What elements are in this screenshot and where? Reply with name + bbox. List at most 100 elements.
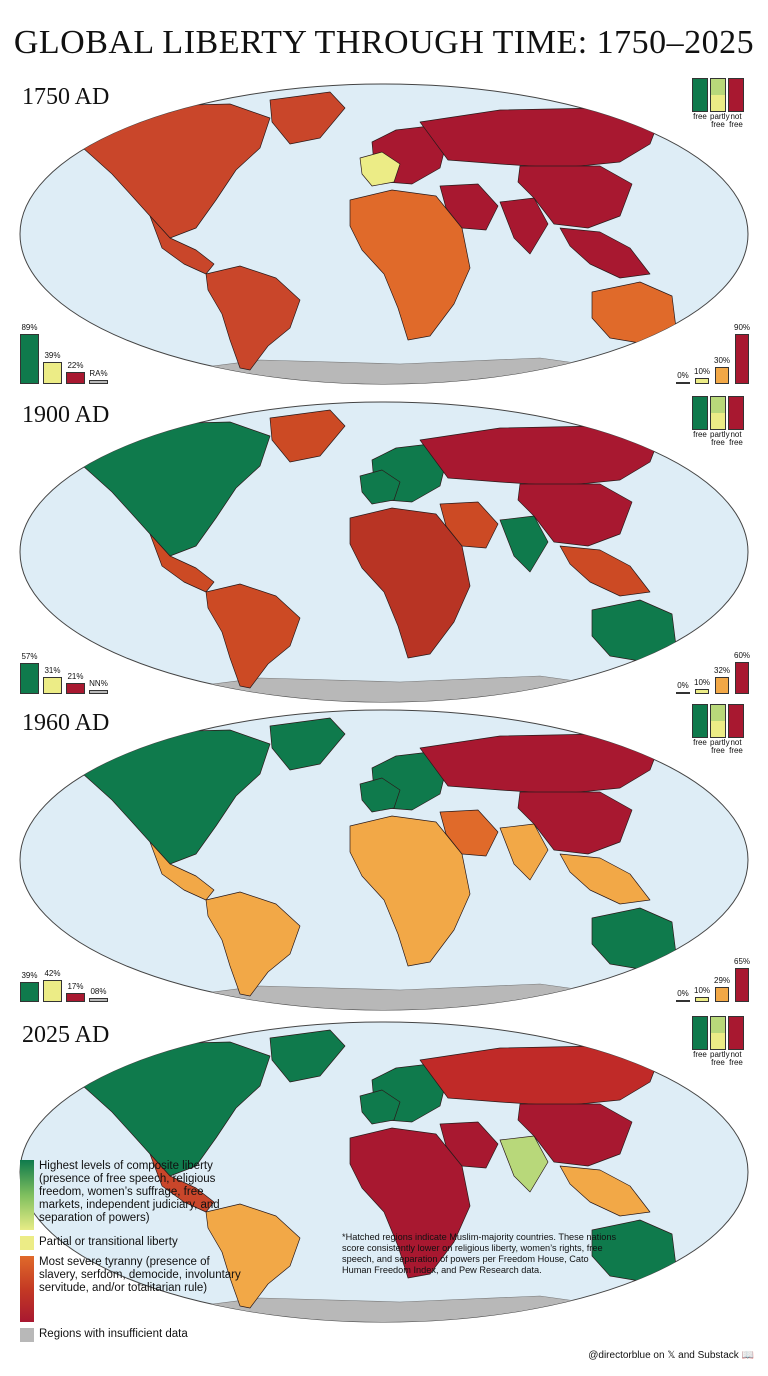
bar xyxy=(676,692,690,694)
region-africa xyxy=(349,815,471,967)
region-east-asia xyxy=(517,483,633,547)
bar-group: 0% xyxy=(676,372,690,384)
bar-group: 10% xyxy=(694,986,710,1002)
status-key: free partly free not free xyxy=(692,704,748,755)
swatch-not-free xyxy=(728,704,744,738)
bar-value-label: 08% xyxy=(90,986,107,996)
bar-group: 22% xyxy=(66,360,85,384)
swatch-partly-free xyxy=(710,704,726,738)
bar xyxy=(695,688,709,694)
legend-item-free: Highest levels of composite liberty (pre… xyxy=(20,1160,250,1230)
bar xyxy=(715,676,730,694)
bar-value-label: 29% xyxy=(714,975,731,985)
map-panel-1960: 1960 AD free partly free not free 39% 42% 17… xyxy=(0,704,768,1014)
region-north-america xyxy=(69,421,271,557)
bar-group: 30% xyxy=(714,357,730,384)
status-key-labels: free partly free not free xyxy=(692,1051,748,1067)
bar-value-label: 10% xyxy=(694,367,711,377)
world-map-1960 xyxy=(19,709,749,1011)
swatch-partly-free xyxy=(710,78,726,112)
region-western-europe xyxy=(359,1089,401,1125)
status-key: free partly free not free xyxy=(692,1016,748,1067)
label-not-free: not free xyxy=(729,430,743,447)
bar-value-label: NN% xyxy=(89,678,108,688)
world-map-2025 xyxy=(19,1021,749,1323)
label-not-free: not free xyxy=(729,112,743,129)
label-not-free: not free xyxy=(729,1050,743,1067)
bar xyxy=(735,661,750,694)
right-bar-chart: 0% 10% 30% 90% xyxy=(676,318,750,384)
region-south-america xyxy=(205,583,301,689)
bar xyxy=(43,362,62,384)
swatch-free xyxy=(692,78,708,112)
label-partly-free: partly free xyxy=(710,738,730,755)
region-greenland xyxy=(269,409,346,463)
bar xyxy=(20,663,39,694)
region-africa xyxy=(349,189,471,341)
bar-value-label: 30% xyxy=(714,356,731,366)
label-free: free xyxy=(693,112,707,121)
bar-group: 08% xyxy=(89,986,108,1002)
legend-swatch-green-gradient xyxy=(20,1160,34,1230)
region-east-asia xyxy=(517,1103,633,1167)
year-label: 1960 AD xyxy=(22,710,110,736)
right-bar-chart: 0% 10% 29% 65% xyxy=(676,940,750,1002)
bar-value-label: 17% xyxy=(67,982,84,992)
region-south-america xyxy=(205,1203,301,1309)
legend-text: Highest levels of composite liberty (pre… xyxy=(39,1160,220,1224)
status-key-swatches xyxy=(692,1016,748,1050)
region-east-asia xyxy=(517,791,633,855)
region-central-america xyxy=(149,533,215,593)
bar-value-label: 0% xyxy=(677,371,689,380)
bar xyxy=(43,677,62,694)
bar xyxy=(20,981,39,1002)
region-southeast-asia xyxy=(559,1165,651,1217)
bar xyxy=(676,1000,690,1002)
world-map-1900 xyxy=(19,401,749,703)
bar-value-label: 89% xyxy=(21,323,38,333)
region-western-europe xyxy=(359,777,401,813)
label-partly-free: partly free xyxy=(710,430,730,447)
legend-swatch-red-gradient xyxy=(20,1256,34,1322)
swatch-free xyxy=(692,396,708,430)
legend-swatch-yellow xyxy=(20,1236,34,1250)
bar-group: 17% xyxy=(66,983,85,1002)
swatch-not-free xyxy=(728,396,744,430)
world-map-1750 xyxy=(19,83,749,385)
region-central-america xyxy=(149,1153,215,1213)
label-free: free xyxy=(693,430,707,439)
bar-group: 31% xyxy=(43,667,62,694)
bar-group: 57% xyxy=(20,653,39,694)
swatch-not-free xyxy=(728,78,744,112)
bar-value-label: 31% xyxy=(44,666,61,676)
swatch-free xyxy=(692,1016,708,1050)
status-key: free partly free not free xyxy=(692,78,748,129)
region-southeast-asia xyxy=(559,227,651,279)
region-india xyxy=(499,1135,549,1193)
left-bar-chart: 57% 31% 21% NN% xyxy=(20,630,108,694)
legend-item-partial: Partial or transitional liberty xyxy=(20,1236,250,1250)
bar xyxy=(89,689,108,694)
bar-value-label: 90% xyxy=(734,322,751,332)
legend-item-nodata: Regions with insufficient data xyxy=(20,1328,250,1342)
legend-text: Regions with insufficient data xyxy=(39,1328,188,1340)
bar xyxy=(66,682,85,694)
status-key-swatches xyxy=(692,78,748,112)
label-not-free: not free xyxy=(729,738,743,755)
swatch-partly-free xyxy=(710,1016,726,1050)
region-middle-east xyxy=(439,809,499,857)
bar-value-label: 22% xyxy=(67,360,84,370)
bar-value-label: 57% xyxy=(21,652,38,662)
right-bar-chart: 0% 10% 32% 60% xyxy=(676,630,750,694)
bar xyxy=(89,997,108,1002)
region-russia xyxy=(419,1045,661,1107)
bar-group: 39% xyxy=(43,352,62,384)
bar-value-label: 10% xyxy=(694,677,711,687)
bar-value-label: 21% xyxy=(67,671,84,681)
map-panel-1900: 1900 AD free partly free not free 57% 31% 21… xyxy=(0,396,768,706)
bar-group: 39% xyxy=(20,971,39,1002)
legend-text: Most severe tyranny (presence of slavery… xyxy=(39,1256,241,1294)
label-free: free xyxy=(693,738,707,747)
region-africa xyxy=(349,1127,471,1279)
bar-value-label: 0% xyxy=(677,681,689,690)
